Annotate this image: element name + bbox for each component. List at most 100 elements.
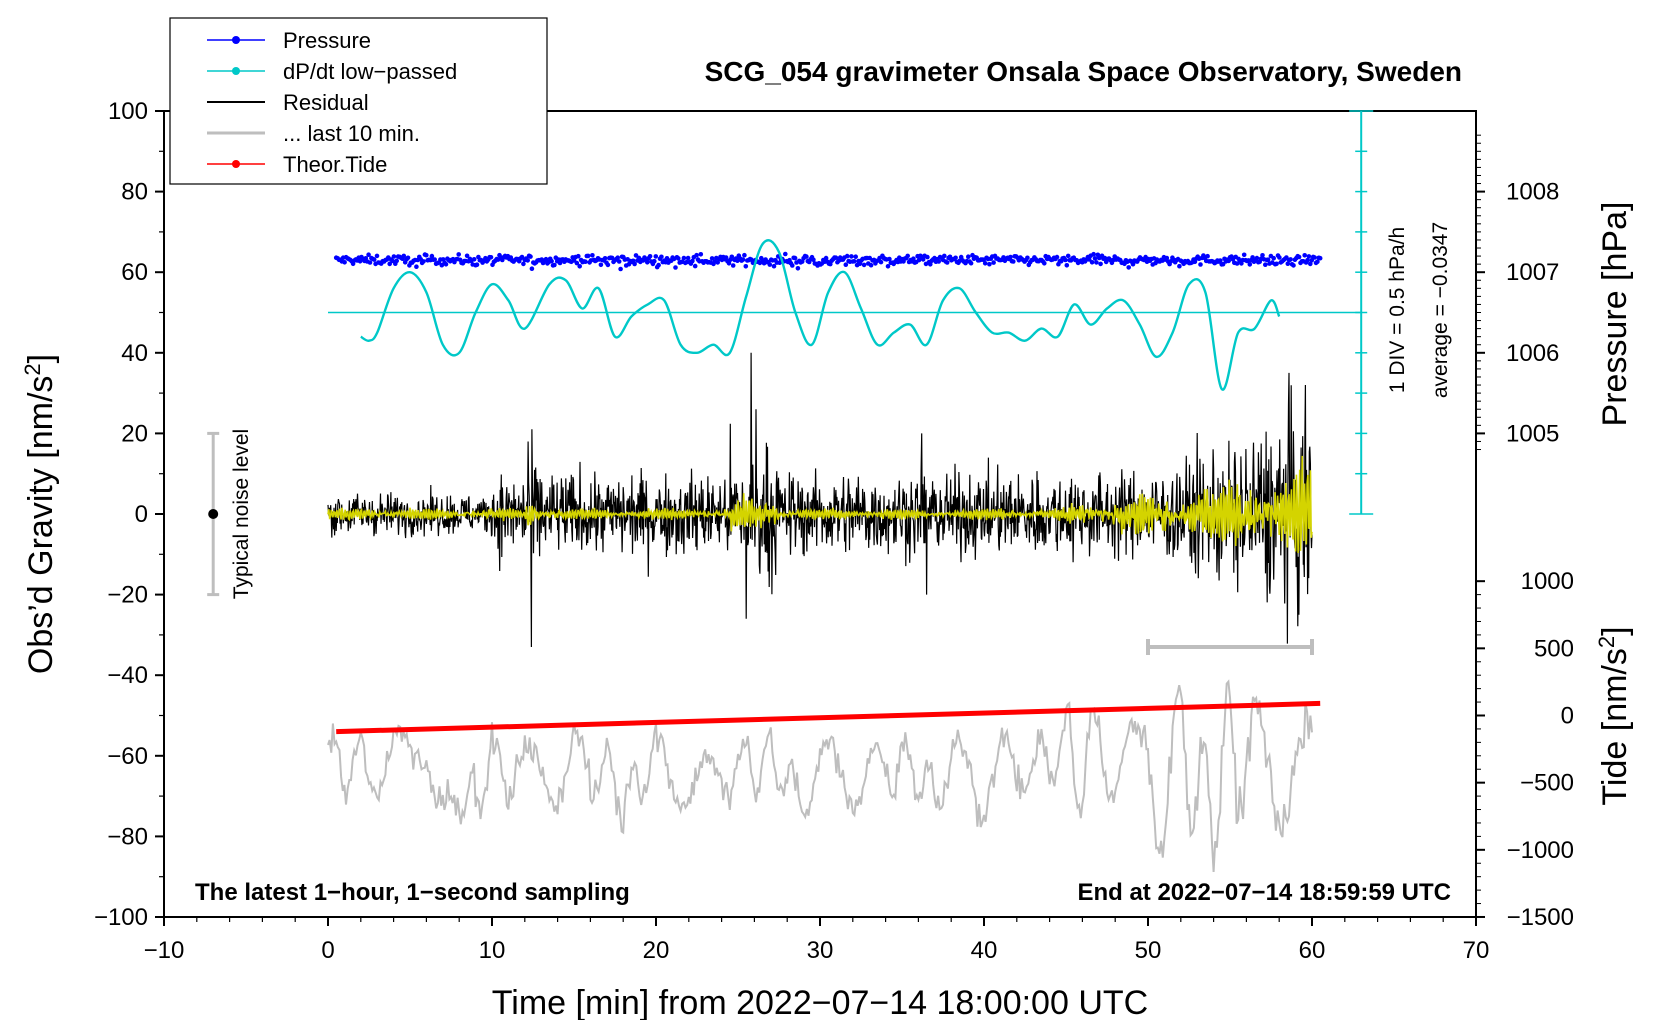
pressure-point <box>519 254 525 260</box>
pressure-point <box>694 252 699 258</box>
pressure-point <box>598 262 604 268</box>
pressure-point <box>729 254 735 260</box>
pressure-point <box>1042 261 1047 266</box>
pressure-point <box>1198 262 1203 267</box>
pressure-point <box>861 262 867 268</box>
pressure-point <box>432 257 438 262</box>
pressure-point <box>1063 257 1068 263</box>
y-axis-right-pressure: 1008 1007 1006 1005 <box>1476 134 1559 451</box>
pressure-point <box>574 260 580 266</box>
pressure-point <box>374 253 380 259</box>
legend-pressure-marker <box>232 36 240 44</box>
noise-level-bar <box>207 431 220 597</box>
pressure-point <box>552 262 557 268</box>
pressure-point <box>1305 257 1310 263</box>
pressure-point <box>605 262 611 268</box>
average-label: average = −0.0347 <box>1429 222 1452 398</box>
chart-title: SCG_054 gravimeter Onsala Space Observat… <box>705 56 1462 87</box>
x-tick-label: 50 <box>1135 937 1162 964</box>
legend-pressure-label: Pressure <box>283 28 371 53</box>
pressure-point <box>618 266 623 272</box>
pressure-point <box>1226 258 1231 264</box>
legend-dpdt-marker <box>232 67 240 75</box>
pressure-point <box>1089 260 1095 265</box>
y-tick-label: −100 <box>94 904 148 931</box>
y-axis-right-pressure-title: Pressure [hPa] <box>1596 202 1634 427</box>
pressure-point <box>1218 258 1223 263</box>
pressure-point <box>878 259 884 265</box>
pressure-point <box>730 263 736 268</box>
pressure-point <box>1220 261 1226 267</box>
x-tick-label: 20 <box>643 937 670 964</box>
pressure-point <box>1277 255 1282 260</box>
pressure-point <box>1312 255 1317 260</box>
pressure-point <box>652 258 657 264</box>
pressure-point <box>743 264 749 269</box>
pressure-point <box>1317 255 1323 261</box>
pressure-point <box>659 254 664 260</box>
pressure-point <box>740 257 746 262</box>
pressure-point <box>443 262 449 267</box>
pressure-series <box>333 251 1323 272</box>
pressure-point <box>1265 257 1271 263</box>
legend-tide-label: Theor.Tide <box>283 152 387 177</box>
pressure-point <box>911 256 916 262</box>
dpdt-scale-bar <box>1349 110 1374 515</box>
pressure-point <box>851 259 857 264</box>
tide-tick-label: 0 <box>1561 703 1574 730</box>
pressure-point <box>953 255 958 261</box>
bottom-right-label: End at 2022−07−14 18:59:59 UTC <box>1077 879 1451 906</box>
pressure-point <box>391 254 397 259</box>
pressure-point <box>1054 254 1060 260</box>
pressure-point <box>783 251 788 257</box>
pressure-point <box>471 257 477 262</box>
legend: Pressure dP/dt low−passed Residual ... l… <box>169 17 548 185</box>
pressure-point <box>905 253 910 259</box>
pressure-point <box>1177 263 1182 269</box>
pressure-point <box>681 255 687 261</box>
pressure-point <box>342 260 347 265</box>
x-tick-label: 30 <box>807 937 834 964</box>
pressure-point <box>653 254 659 259</box>
x-tick-label: 0 <box>321 937 334 964</box>
pressure-point <box>868 262 874 268</box>
theor-tide-series <box>336 700 1321 735</box>
pressure-point <box>647 253 653 259</box>
pressure-point <box>1263 262 1268 268</box>
pressure-point <box>1250 255 1255 260</box>
pressure-point <box>1008 254 1013 260</box>
pressure-point <box>1011 259 1016 264</box>
y-axis-left-title: Obs’d Gravity [nm/s2] <box>20 354 61 674</box>
pressure-point <box>991 260 996 265</box>
pressure-point <box>698 252 704 257</box>
pressure-point <box>576 253 581 259</box>
pressure-point <box>1164 255 1170 261</box>
pressure-point <box>1291 263 1296 268</box>
legend-residual-label: Residual <box>283 90 369 115</box>
pressure-point <box>1065 253 1071 259</box>
y-tick-label: 0 <box>135 501 148 528</box>
pressure-point <box>942 253 947 259</box>
pressure-point <box>1241 252 1247 258</box>
pressure-point <box>790 263 795 268</box>
pressure-point <box>673 265 678 270</box>
pressure-point <box>394 258 400 264</box>
y-tick-label: 40 <box>121 340 148 367</box>
y-tick-label: 60 <box>121 259 148 286</box>
pressure-point <box>1130 261 1136 267</box>
pressure-point <box>366 252 371 257</box>
pressure-point <box>968 260 974 266</box>
pressure-point <box>723 255 729 260</box>
pressure-point <box>777 260 782 266</box>
pressure-point <box>849 254 854 259</box>
series-layer <box>327 239 1362 872</box>
pressure-point <box>429 253 435 259</box>
y-tick-label: −20 <box>107 582 148 609</box>
pressure-point <box>920 257 926 262</box>
pressure-point <box>690 258 695 264</box>
tide-tick-label: 500 <box>1534 635 1574 662</box>
pressure-point <box>583 259 588 265</box>
y-axis-right-tide-title: Tide [nm/s2] <box>1594 626 1635 805</box>
pressure-point <box>367 260 373 265</box>
pressure-tick-label: 1006 <box>1506 340 1559 367</box>
